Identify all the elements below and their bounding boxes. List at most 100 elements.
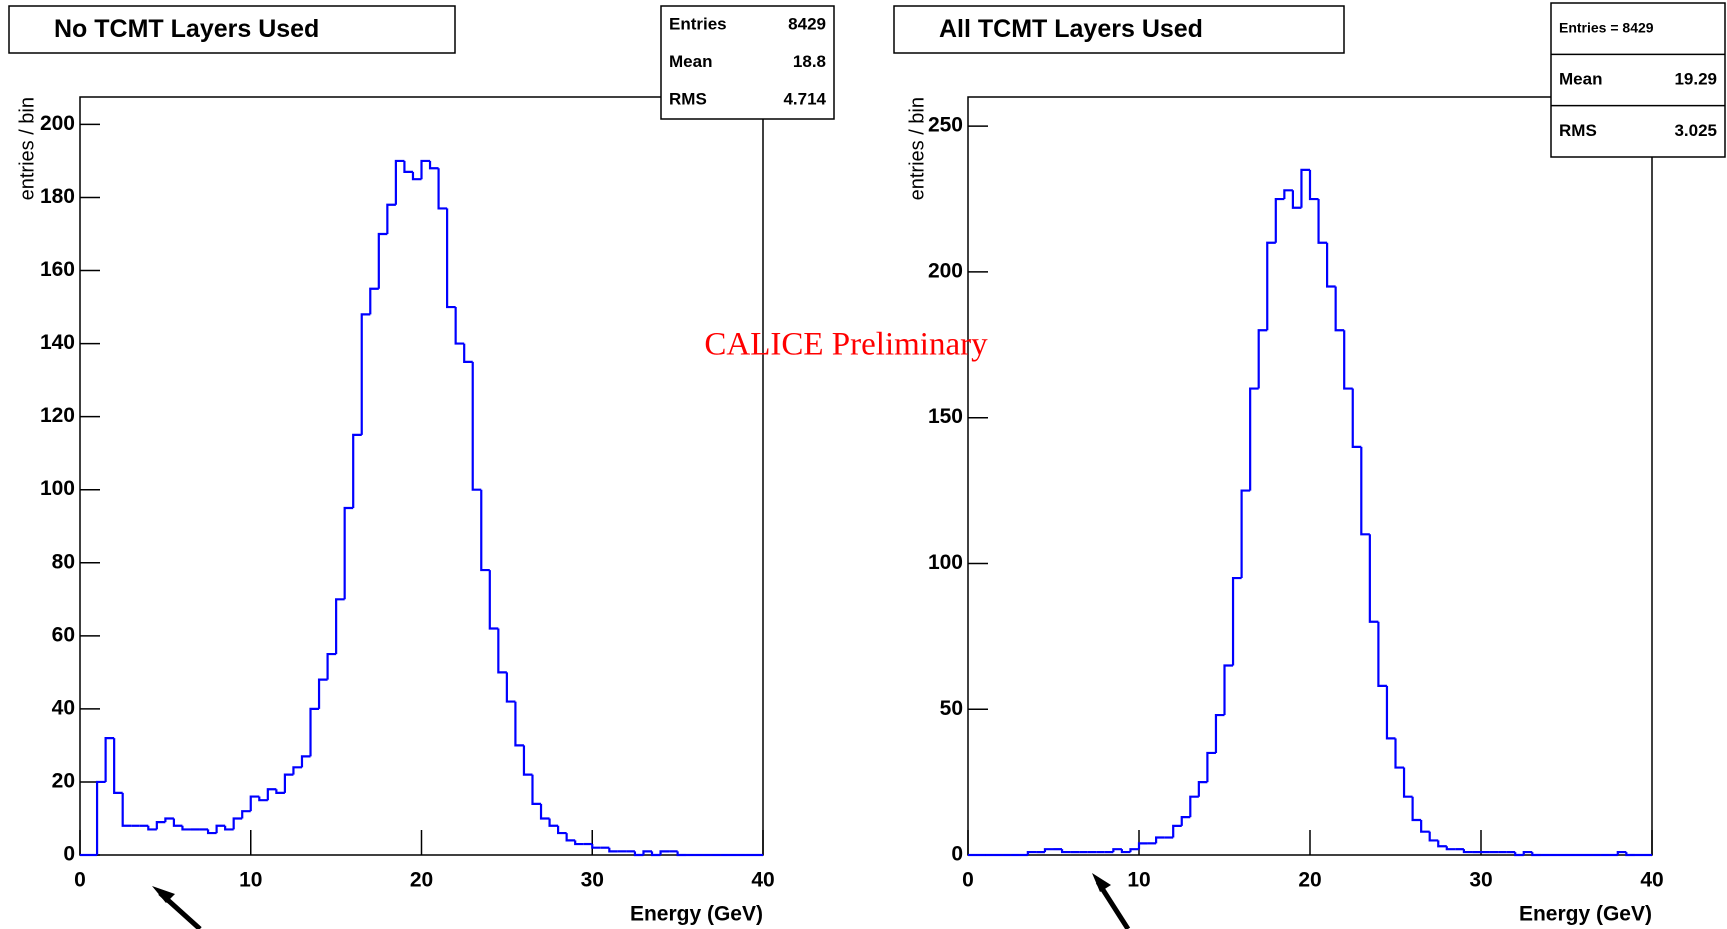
histogram-bin: [446, 208, 456, 309]
histogram-bin: [181, 825, 191, 831]
histogram-bin: [1112, 848, 1122, 853]
histogram-bin: [300, 755, 311, 768]
histogram-bin: [292, 766, 302, 775]
histogram-bin: [241, 810, 251, 819]
histogram-bin: [1120, 849, 1131, 854]
histogram-bin: [258, 796, 268, 802]
stats-box: [1550, 2, 1726, 158]
histogram-bin: [343, 506, 354, 600]
histogram-bin: [565, 833, 576, 842]
histogram-bin: [1343, 330, 1353, 390]
histogram-bin: [1531, 852, 1541, 857]
histogram-bin: [1026, 850, 1037, 855]
histogram-bin: [642, 850, 653, 855]
stats-label: Mean: [669, 52, 712, 71]
histogram-bin: [1326, 242, 1336, 288]
histogram-bin: [1137, 842, 1148, 850]
stats-value: 18.8: [793, 52, 826, 71]
histogram-bin: [1214, 713, 1225, 753]
chart-title: No TCMT Layers Used: [54, 15, 319, 43]
histogram-bin: [659, 850, 670, 855]
histogram-bin: [463, 343, 473, 363]
histogram-bin: [574, 840, 584, 846]
histogram-bin: [1428, 831, 1439, 842]
histogram-bin: [1308, 169, 1319, 201]
chart-title: All TCMT Layers Used: [939, 15, 1203, 43]
x-tick-label: 40: [1640, 869, 1663, 892]
x-axis-label: Energy (GeV): [1519, 903, 1652, 926]
y-tick-label: 180: [40, 185, 75, 208]
stats-value: 19.29: [1674, 69, 1717, 88]
x-tick-label: 10: [239, 869, 262, 892]
x-tick-label: 10: [1127, 869, 1150, 892]
histogram-bin: [121, 792, 132, 827]
histogram-bin: [1377, 621, 1387, 688]
plot-frame: [79, 96, 764, 856]
histogram-bin: [309, 707, 320, 757]
histogram-bin: [275, 789, 285, 794]
histogram-bin: [113, 738, 123, 794]
histogram-bin: [164, 817, 174, 823]
y-axis-label: entries / bin: [906, 97, 928, 200]
histogram-bin: [1317, 199, 1328, 244]
histogram-bin: [514, 701, 524, 747]
stats-label: RMS: [669, 90, 707, 109]
histogram-bin: [1385, 685, 1396, 740]
histogram-bin: [1351, 388, 1362, 448]
histogram-bin: [428, 160, 439, 170]
histogram-bin: [335, 598, 345, 655]
histogram-bin: [317, 678, 328, 709]
y-tick-label: 200: [928, 259, 963, 282]
y-tick-label: 100: [40, 477, 75, 500]
y-tick-label: 80: [52, 550, 75, 573]
histogram-bin: [1462, 849, 1473, 854]
histogram-bin: [352, 433, 362, 508]
histogram-bin: [1206, 751, 1216, 783]
y-tick-label: 0: [951, 843, 963, 866]
stats-value: 3.025: [1674, 121, 1717, 140]
histogram-bin: [1249, 387, 1259, 491]
y-tick-label: 250: [928, 114, 963, 137]
histogram-bin: [1616, 850, 1627, 855]
histogram-bin: [386, 203, 396, 234]
x-tick-label: 0: [74, 869, 86, 892]
stats-value: 4.714: [783, 90, 826, 109]
title-box: [893, 5, 1345, 54]
histogram-bin: [1155, 836, 1165, 844]
x-tick-label: 30: [581, 869, 604, 892]
stats-label: Entries: [669, 14, 727, 33]
x-tick-label: 40: [751, 869, 774, 892]
histogram-bin: [1522, 850, 1533, 855]
stats-label: RMS: [1559, 121, 1597, 140]
y-tick-label: 120: [40, 404, 75, 427]
histogram-bin: [633, 851, 644, 857]
stats-label: Entries = 8429: [1559, 19, 1654, 35]
histogram-bin: [155, 821, 166, 830]
histogram-bin: [1043, 848, 1054, 853]
histogram-bin: [403, 160, 413, 173]
histogram-bin: [249, 795, 260, 812]
x-axis-label: Energy (GeV): [630, 903, 763, 926]
histogram-bin: [377, 232, 388, 289]
histogram-bin: [1445, 846, 1456, 851]
y-tick-label: 100: [928, 551, 963, 574]
x-tick-label: 0: [962, 869, 974, 892]
histogram-bin: [1180, 816, 1191, 826]
histogram-bin: [369, 287, 379, 315]
histogram-bin: [172, 818, 183, 827]
histogram-bin: [1368, 534, 1379, 623]
histogram-bin: [1283, 189, 1293, 200]
histogram-bin: [471, 361, 482, 491]
histogram-bin: [411, 171, 422, 181]
histogram-bin: [1172, 824, 1182, 838]
y-tick-label: 20: [52, 769, 75, 792]
histogram-bin: [557, 825, 567, 835]
histogram-bin: [548, 818, 559, 827]
histogram-bin: [497, 628, 507, 674]
histogram-bin: [454, 307, 465, 345]
histogram-bin: [676, 851, 687, 857]
annotation: CALICE Preliminary: [704, 327, 988, 363]
histogram-bin: [1189, 795, 1199, 818]
histogram-bin: [1360, 446, 1370, 536]
